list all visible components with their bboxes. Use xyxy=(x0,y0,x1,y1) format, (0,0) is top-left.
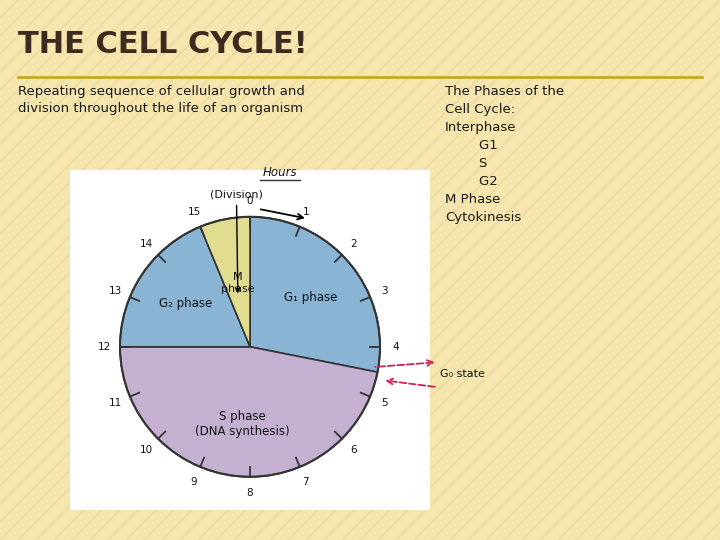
Text: 2: 2 xyxy=(350,239,356,248)
Text: 7: 7 xyxy=(302,477,309,487)
Text: G₂ phase: G₂ phase xyxy=(158,297,212,310)
Bar xyxy=(70,170,430,510)
Text: 11: 11 xyxy=(109,397,122,408)
Text: 15: 15 xyxy=(187,207,201,217)
Text: 1: 1 xyxy=(302,207,309,217)
Text: 3: 3 xyxy=(382,286,388,296)
Text: Hours: Hours xyxy=(263,166,297,179)
Text: 4: 4 xyxy=(392,342,400,352)
Text: Repeating sequence of cellular growth and
division throughout the life of an org: Repeating sequence of cellular growth an… xyxy=(18,85,305,115)
Text: 10: 10 xyxy=(140,445,153,455)
Text: G₁ phase: G₁ phase xyxy=(284,291,337,304)
Wedge shape xyxy=(120,227,250,347)
Text: G₀ state: G₀ state xyxy=(439,369,485,379)
Wedge shape xyxy=(120,347,377,477)
Text: 14: 14 xyxy=(140,239,153,248)
Text: 12: 12 xyxy=(97,342,111,352)
Wedge shape xyxy=(250,217,380,372)
Text: THE CELL CYCLE!: THE CELL CYCLE! xyxy=(18,30,307,59)
Text: (Division): (Division) xyxy=(210,190,263,292)
Text: The Phases of the
Cell Cycle:
Interphase
        G1
        S
        G2
M Phase: The Phases of the Cell Cycle: Interphase… xyxy=(445,85,564,224)
Text: M
phase: M phase xyxy=(220,272,254,294)
Text: 9: 9 xyxy=(191,477,197,487)
Text: 13: 13 xyxy=(109,286,122,296)
Text: 6: 6 xyxy=(350,445,356,455)
Text: 8: 8 xyxy=(247,488,253,498)
Wedge shape xyxy=(200,217,250,347)
Text: 0: 0 xyxy=(247,196,253,206)
Text: 5: 5 xyxy=(382,397,388,408)
Text: S phase
(DNA synthesis): S phase (DNA synthesis) xyxy=(195,410,289,438)
